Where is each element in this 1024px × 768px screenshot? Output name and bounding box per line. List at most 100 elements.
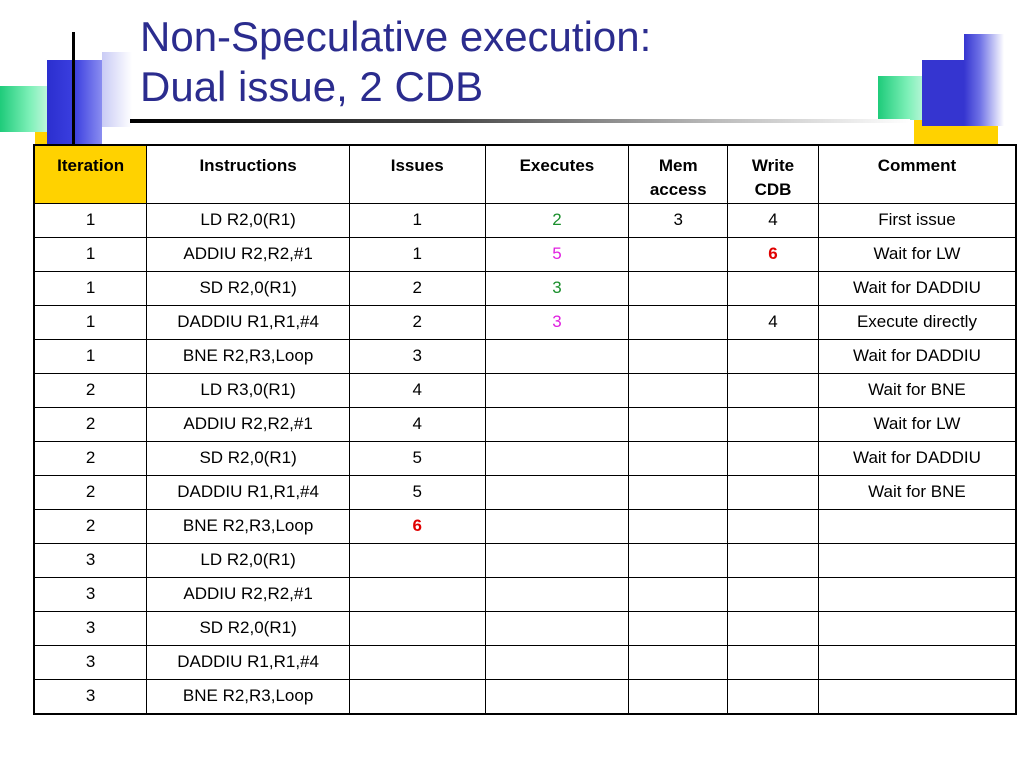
- table-row: 2 DADDIU R1,R1,#4 5 Wait for BNE: [33, 474, 1017, 510]
- cell-instruction: BNE R2,R3,Loop: [146, 338, 350, 374]
- cell-issues: 2: [348, 304, 486, 340]
- cell-iteration: 1: [33, 202, 148, 238]
- cell-mem-access: [628, 474, 729, 510]
- cell-iteration: 2: [33, 406, 148, 442]
- cell-executes: [484, 644, 630, 680]
- table-row: 1 ADDIU R2,R2,#1 1 5 6 Wait for LW: [33, 236, 1017, 272]
- cell-instruction: DADDIU R1,R1,#4: [146, 474, 350, 510]
- header-executes: Executes: [484, 144, 630, 204]
- cell-iteration: 2: [33, 440, 148, 476]
- cell-instruction: SD R2,0(R1): [146, 610, 350, 646]
- slide-title-line2: Dual issue, 2 CDB: [140, 63, 484, 110]
- cell-instruction: ADDIU R2,R2,#1: [146, 236, 350, 272]
- cell-comment: [817, 678, 1017, 714]
- table-row: 3 DADDIU R1,R1,#4: [33, 644, 1017, 680]
- cell-issues: [348, 610, 486, 646]
- cell-iteration: 3: [33, 610, 148, 646]
- cell-write-cdb: 6: [727, 236, 819, 272]
- cell-instruction: DADDIU R1,R1,#4: [146, 304, 350, 340]
- cell-comment: [817, 576, 1017, 612]
- cell-write-cdb: [727, 576, 819, 612]
- cell-comment: Wait for BNE: [817, 372, 1017, 408]
- table-row: 3 SD R2,0(R1): [33, 610, 1017, 646]
- cell-instruction: ADDIU R2,R2,#1: [146, 576, 350, 612]
- cell-iteration: 1: [33, 304, 148, 340]
- cell-mem-access: [628, 338, 729, 374]
- cell-write-cdb: [727, 644, 819, 680]
- cell-write-cdb: [727, 270, 819, 306]
- cell-mem-access: [628, 372, 729, 408]
- cell-comment: [817, 542, 1017, 578]
- cell-iteration: 1: [33, 338, 148, 374]
- cell-write-cdb: [727, 678, 819, 714]
- cell-comment: Wait for LW: [817, 236, 1017, 272]
- cell-issues: 3: [348, 338, 486, 374]
- cell-comment: Wait for LW: [817, 406, 1017, 442]
- cell-issues: 2: [348, 270, 486, 306]
- cell-issues: 6: [348, 508, 486, 544]
- cell-instruction: SD R2,0(R1): [146, 270, 350, 306]
- table-row: 3 LD R2,0(R1): [33, 542, 1017, 578]
- cell-executes: [484, 474, 630, 510]
- cell-iteration: 1: [33, 236, 148, 272]
- cell-issues: 1: [348, 202, 486, 238]
- cell-executes: 5: [484, 236, 630, 272]
- left-vertical-line: [72, 32, 75, 180]
- cell-mem-access: [628, 678, 729, 714]
- header-mem-access-line1: Mem: [658, 156, 698, 175]
- cell-mem-access: [628, 610, 729, 646]
- cell-iteration: 1: [33, 270, 148, 306]
- header-mem-access: Mem access: [628, 144, 729, 204]
- table-header-row: Iteration Instructions Issues Executes M…: [33, 144, 1017, 204]
- cell-executes: [484, 406, 630, 442]
- cell-executes: [484, 508, 630, 544]
- cell-write-cdb: [727, 474, 819, 510]
- cell-executes: [484, 542, 630, 578]
- cell-iteration: 3: [33, 576, 148, 612]
- cell-mem-access: [628, 508, 729, 544]
- header-write-cdb-line1: Write: [751, 156, 795, 175]
- cell-mem-access: [628, 576, 729, 612]
- cell-mem-access: 3: [628, 202, 729, 238]
- cell-issues: 4: [348, 406, 486, 442]
- cell-mem-access: [628, 542, 729, 578]
- cell-iteration: 3: [33, 678, 148, 714]
- cell-issues: [348, 542, 486, 578]
- cell-issues: [348, 644, 486, 680]
- cell-executes: 3: [484, 270, 630, 306]
- cell-iteration: 2: [33, 474, 148, 510]
- title-underline: [130, 119, 910, 123]
- cell-iteration: 2: [33, 508, 148, 544]
- cell-mem-access: [628, 270, 729, 306]
- cell-instruction: SD R2,0(R1): [146, 440, 350, 476]
- cell-issues: [348, 576, 486, 612]
- table-row: 3 ADDIU R2,R2,#1: [33, 576, 1017, 612]
- header-instructions: Instructions: [146, 144, 350, 204]
- right-blue-gradient-square: [964, 34, 1004, 126]
- header-comment: Comment: [817, 144, 1017, 204]
- cell-mem-access: [628, 440, 729, 476]
- cell-mem-access: [628, 644, 729, 680]
- cell-issues: 1: [348, 236, 486, 272]
- header-write-cdb-line2: CDB: [754, 180, 792, 199]
- cell-executes: [484, 338, 630, 374]
- cell-issues: 4: [348, 372, 486, 408]
- cell-write-cdb: [727, 406, 819, 442]
- right-green-square: [878, 76, 928, 120]
- table-row: 1 BNE R2,R3,Loop 3 Wait for DADDIU: [33, 338, 1017, 374]
- cell-comment: Wait for DADDIU: [817, 440, 1017, 476]
- cell-write-cdb: [727, 610, 819, 646]
- cell-instruction: LD R2,0(R1): [146, 202, 350, 238]
- cell-write-cdb: 4: [727, 202, 819, 238]
- cell-iteration: 2: [33, 372, 148, 408]
- cell-comment: Wait for BNE: [817, 474, 1017, 510]
- header-iteration: Iteration: [33, 144, 148, 204]
- table-row: 3 BNE R2,R3,Loop: [33, 678, 1017, 714]
- slide-title: Non-Speculative execution: Dual issue, 2…: [140, 12, 651, 112]
- cell-comment: Execute directly: [817, 304, 1017, 340]
- cell-instruction: ADDIU R2,R2,#1: [146, 406, 350, 442]
- cell-instruction: LD R2,0(R1): [146, 542, 350, 578]
- cell-comment: [817, 610, 1017, 646]
- cell-executes: 3: [484, 304, 630, 340]
- cell-write-cdb: [727, 440, 819, 476]
